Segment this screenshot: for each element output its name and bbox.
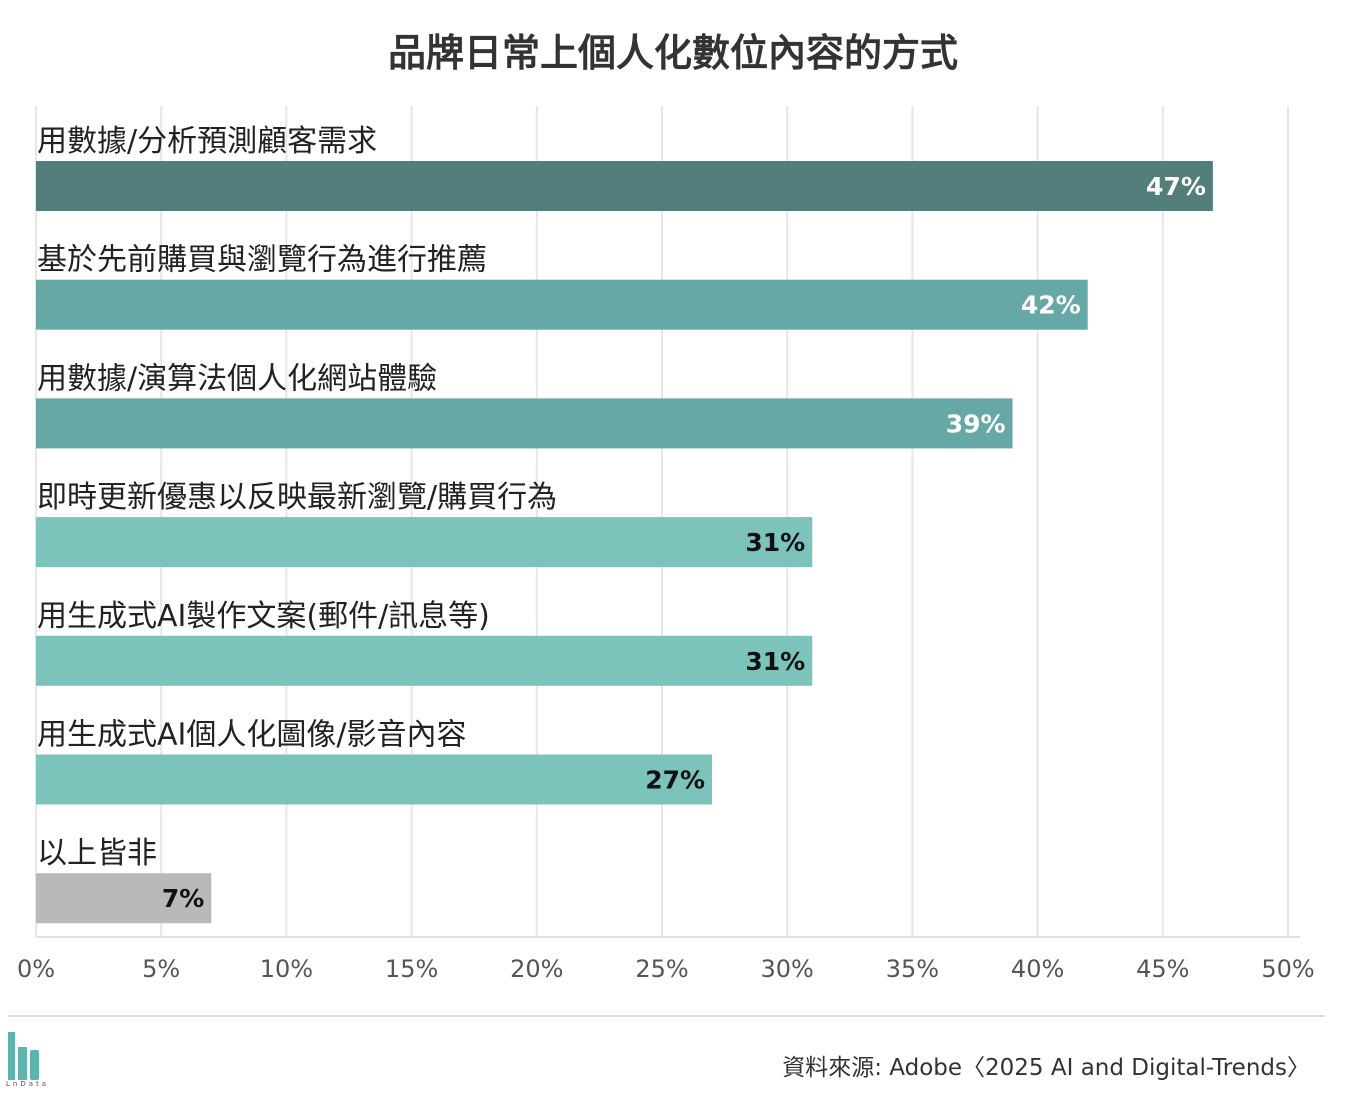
x-tick-label: 15% <box>385 955 438 983</box>
bar <box>36 517 813 568</box>
x-tick-label: 30% <box>761 955 814 983</box>
bar <box>36 754 713 805</box>
x-tick-label: 50% <box>1261 955 1314 983</box>
x-tick-label: 5% <box>142 955 180 983</box>
bar <box>36 398 1013 449</box>
category-label: 即時更新優惠以反映最新瀏覽/購買行為 <box>37 480 557 515</box>
footer-divider <box>8 1015 1325 1017</box>
x-tick-label: 40% <box>1011 955 1064 983</box>
x-tick-label: 10% <box>260 955 313 983</box>
category-label: 以上皆非 <box>37 836 157 871</box>
x-tick-label: 0% <box>17 955 55 983</box>
category-label: 用生成式AI個人化圖像/影音內容 <box>37 718 466 753</box>
bar <box>36 279 1088 330</box>
x-tick-label: 20% <box>510 955 563 983</box>
bar <box>36 161 1213 211</box>
data-label: 31% <box>745 528 805 557</box>
x-tick-label: 35% <box>886 955 939 983</box>
data-label: 31% <box>745 647 805 676</box>
bar-chart: 0% 5% 10% 15% 20% 25% 30% 35% 40% 45% 50% 用數據/分析預測顧… <box>17 106 1315 983</box>
category-label: 用數據/演算法個人化網站體驗 <box>37 361 437 396</box>
data-label: 47% <box>1146 172 1206 201</box>
source-note: 資料來源: Adobe〈2025 AI and Digital-Trends〉 <box>782 1055 1310 1081</box>
category-label: 基於先前購買與瀏覽行為進行推薦 <box>37 243 487 278</box>
data-label: 7% <box>162 884 204 913</box>
lndata-logo-icon <box>8 1032 39 1080</box>
logo-text: LnData <box>6 1080 50 1088</box>
data-label: 39% <box>946 409 1006 438</box>
data-label: 27% <box>645 766 705 795</box>
category-label: 用數據/分析預測顧客需求 <box>37 124 377 159</box>
x-tick-label: 25% <box>635 955 688 983</box>
bar <box>36 635 813 686</box>
bar <box>36 873 212 924</box>
category-label: 用生成式AI製作文案(郵件/訊息等) <box>37 599 490 634</box>
data-label: 42% <box>1021 291 1081 320</box>
x-tick-label: 45% <box>1136 955 1189 983</box>
chart-title: 品牌日常上個人化數位內容的方式 <box>387 31 958 75</box>
